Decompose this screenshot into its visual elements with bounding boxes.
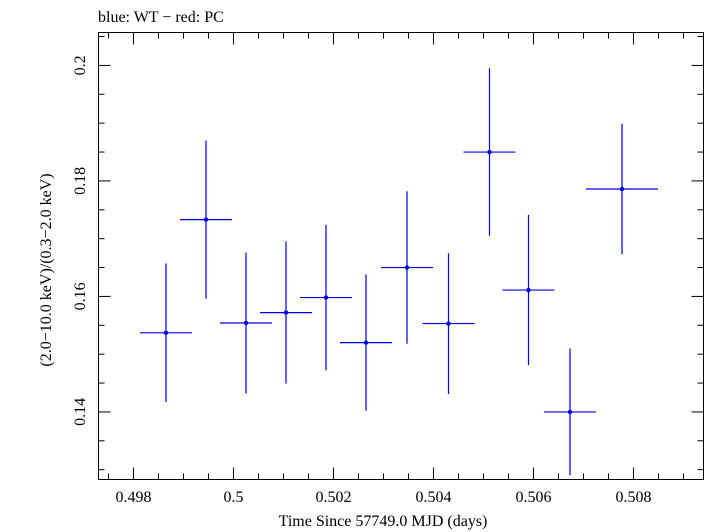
data-marker — [487, 149, 492, 155]
data-point — [260, 241, 312, 384]
data-marker — [323, 295, 329, 300]
data-point — [340, 274, 392, 411]
data-marker — [446, 321, 451, 326]
x-tick-label: 0.508 — [616, 489, 652, 506]
data-point — [502, 214, 555, 366]
y-tick-label: 0.2 — [72, 55, 89, 75]
chart-title: blue: WT − red: PC — [98, 9, 224, 26]
y-axis: 0.14 0.16 0.18 0.2 — [72, 36, 704, 471]
y-tick-label: 0.18 — [72, 167, 89, 195]
data-marker — [243, 320, 249, 326]
data-series — [140, 68, 658, 476]
data-marker — [163, 330, 169, 336]
y-tick-label: 0.16 — [72, 282, 89, 310]
data-point — [544, 348, 596, 476]
data-point — [463, 68, 516, 236]
x-axis: 0.498 0.5 0.502 0.504 0.506 0.508 — [108, 32, 684, 506]
x-tick-label: 0.502 — [316, 489, 352, 506]
x-tick-label: 0.504 — [416, 489, 452, 506]
data-point — [180, 140, 232, 299]
data-marker — [619, 186, 625, 192]
y-tick-label: 0.14 — [72, 398, 89, 426]
data-point — [586, 123, 658, 255]
x-tick-label: 0.506 — [516, 489, 552, 506]
x-tick-label: 0.5 — [224, 489, 244, 506]
x-tick-label: 0.498 — [116, 489, 152, 506]
data-point — [381, 191, 433, 344]
y-axis-label: (2.0−10.0 keV)/(0.3−2.0 keV) — [38, 173, 55, 366]
data-marker — [283, 310, 289, 315]
x-axis-label: Time Since 57749.0 MJD (days) — [279, 513, 488, 530]
data-marker — [363, 340, 369, 345]
data-marker — [203, 217, 209, 222]
data-marker — [567, 409, 573, 415]
data-point — [422, 253, 475, 395]
data-marker — [404, 265, 410, 270]
data-point — [140, 263, 192, 403]
data-point — [220, 252, 272, 394]
data-point — [300, 224, 352, 371]
data-marker — [526, 287, 531, 293]
plot-frame — [98, 32, 704, 480]
